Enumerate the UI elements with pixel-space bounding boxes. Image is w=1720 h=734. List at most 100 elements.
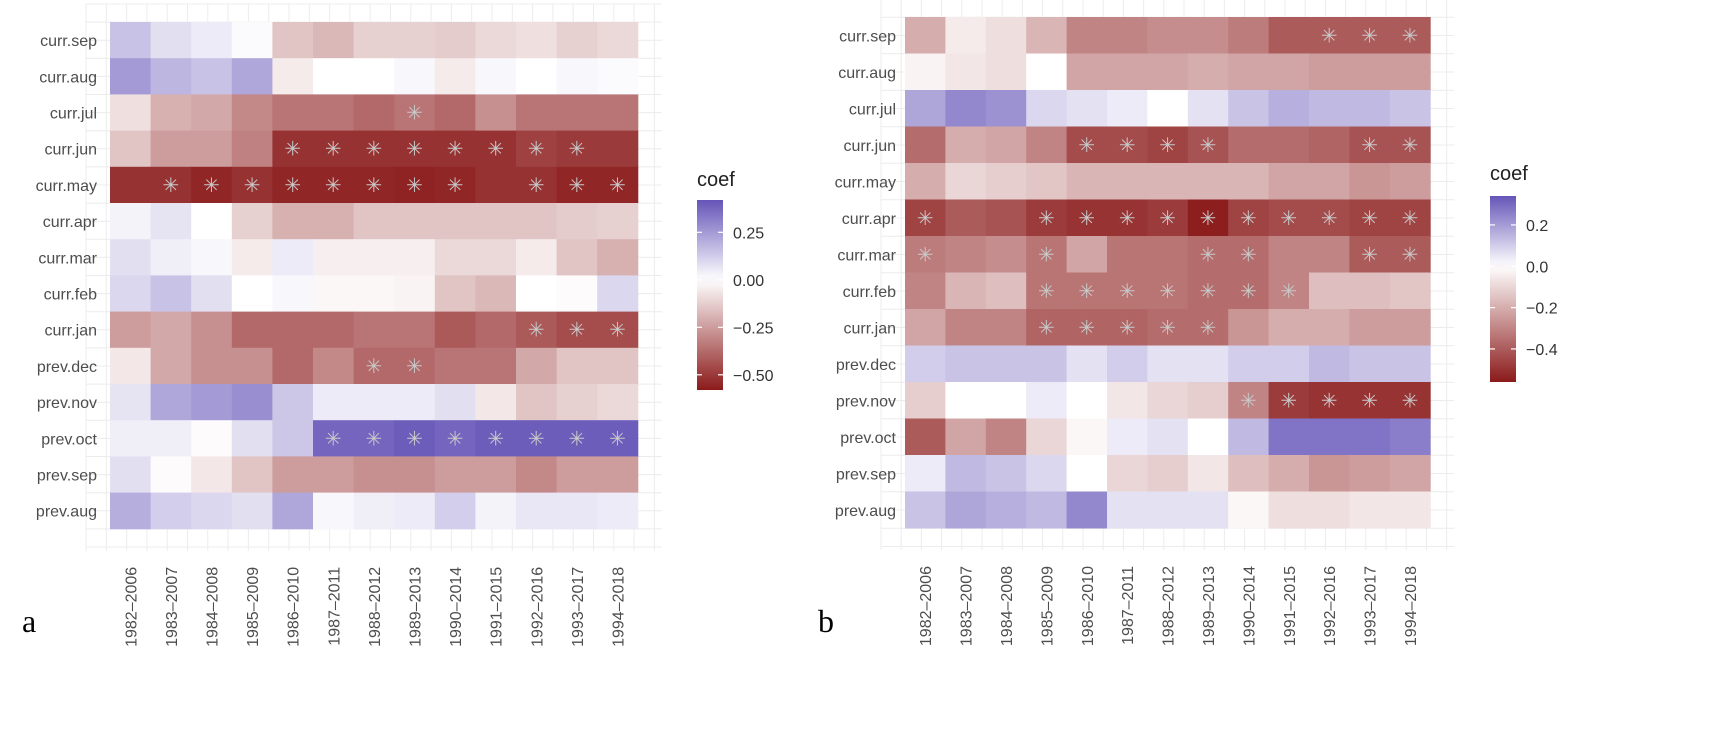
heatmap-cell <box>434 420 476 457</box>
heatmap-cell <box>150 311 192 349</box>
heatmap-cell <box>985 309 1027 346</box>
heatmap-cell <box>313 22 355 59</box>
heatmap-cell <box>1228 345 1270 383</box>
y-tick-label: curr.mar <box>38 250 97 267</box>
heatmap-cell <box>1228 199 1270 237</box>
heatmap-cell <box>1187 53 1229 91</box>
significance-marker: ✳ <box>406 173 423 197</box>
heatmap-cell <box>353 22 395 59</box>
heatmap-cell <box>110 166 152 204</box>
heatmap-cell <box>1107 345 1148 383</box>
heatmap-cell <box>313 58 355 95</box>
heatmap-cell <box>272 239 314 276</box>
heatmap-cell <box>1187 418 1229 456</box>
heatmap-cell <box>1389 382 1431 419</box>
heatmap-cell <box>1066 53 1108 91</box>
significance-marker: ✳ <box>406 354 423 378</box>
y-tick-label: prev.nov <box>37 395 97 412</box>
heatmap-cell <box>1147 272 1189 310</box>
heatmap-cell <box>1268 382 1310 419</box>
x-tick-label: 1987–2011 <box>1120 566 1137 645</box>
heatmap-cell <box>475 492 517 530</box>
heatmap-cell <box>985 126 1027 164</box>
significance-marker: ✳ <box>1280 206 1297 230</box>
heatmap-cell <box>231 130 273 168</box>
heatmap-cell <box>1147 309 1189 346</box>
heatmap-cell <box>516 239 558 276</box>
heatmap-cell <box>1389 90 1431 127</box>
heatmap-cell <box>1066 17 1108 54</box>
heatmap-cell <box>434 58 476 95</box>
heatmap-cell <box>1268 491 1310 529</box>
heatmap-cell <box>905 309 946 346</box>
heatmap-cell <box>110 275 152 313</box>
heatmap-cell <box>1107 90 1148 127</box>
significance-marker: ✳ <box>1078 315 1095 339</box>
heatmap-cell <box>1228 382 1270 419</box>
significance-marker: ✳ <box>1038 206 1055 230</box>
heatmap-cell <box>1349 491 1391 529</box>
heatmap-cell <box>597 347 639 385</box>
y-tick-label: curr.apr <box>842 211 897 228</box>
heatmap-cell <box>313 203 355 240</box>
heatmap-cell <box>150 384 192 421</box>
significance-marker: ✳ <box>447 137 464 161</box>
heatmap-cell <box>434 347 476 385</box>
heatmap-cell <box>475 239 517 276</box>
heatmap-cell <box>516 492 558 530</box>
heatmap-cell <box>1066 90 1108 127</box>
heatmap-cell <box>231 311 273 349</box>
heatmap-cell <box>191 384 233 421</box>
y-tick-label: curr.feb <box>44 287 97 304</box>
significance-marker: ✳ <box>1119 315 1136 339</box>
heatmap-cell <box>231 94 273 132</box>
heatmap-cell <box>945 126 987 164</box>
heatmap-cell <box>1349 53 1391 91</box>
significance-marker: ✳ <box>609 318 626 342</box>
heatmap-cell <box>353 203 395 240</box>
heatmap-cell <box>434 130 476 168</box>
heatmap-cell <box>1349 163 1391 200</box>
heatmap-cell <box>1026 418 1068 456</box>
heatmap-cell <box>1026 236 1068 273</box>
heatmap-cell <box>1147 199 1189 237</box>
heatmap-cell <box>1268 126 1310 164</box>
heatmap-cell <box>1187 309 1229 346</box>
heatmap-cell <box>1228 309 1270 346</box>
x-tick-label: 1989–2013 <box>1201 566 1218 646</box>
heatmap-cell <box>985 53 1027 91</box>
heatmap-cell <box>1107 382 1148 419</box>
y-tick-label: curr.jun <box>45 142 97 159</box>
color-legend: coef 0.2 0.0 −0.2 −0.4 <box>1490 163 1558 382</box>
heatmap-cell <box>597 492 639 530</box>
heatmap-cell <box>556 456 598 494</box>
heatmap-cell <box>1309 236 1350 273</box>
heatmap-cell <box>1389 345 1431 383</box>
heatmap-cell <box>945 491 987 529</box>
significance-marker: ✳ <box>1402 242 1419 266</box>
x-tick-label: 1985–2009 <box>245 567 262 647</box>
significance-marker: ✳ <box>569 318 586 342</box>
heatmap-cell <box>353 456 395 494</box>
heatmap-cell <box>353 58 395 95</box>
heatmap-cell <box>1389 126 1431 164</box>
significance-marker: ✳ <box>366 137 383 161</box>
heatmap-cell <box>353 311 395 349</box>
heatmap-cell <box>1066 272 1108 310</box>
heatmap-cell <box>1389 199 1431 237</box>
heatmap-cell <box>353 492 395 530</box>
heatmap-cell <box>516 166 558 204</box>
significance-marker: ✳ <box>325 173 342 197</box>
heatmap-cell <box>150 347 192 385</box>
heatmap-cell <box>1268 345 1310 383</box>
panel-label: a <box>22 603 36 639</box>
heatmap-cell <box>1268 53 1310 91</box>
heatmap-cell <box>905 345 946 383</box>
heatmap-cell <box>516 203 558 240</box>
heatmap-cell <box>313 420 355 457</box>
heatmap-cell <box>1228 17 1270 54</box>
heatmap-cell <box>1349 418 1391 456</box>
y-tick-label: curr.mar <box>837 247 896 264</box>
heatmap-cell <box>231 456 273 494</box>
